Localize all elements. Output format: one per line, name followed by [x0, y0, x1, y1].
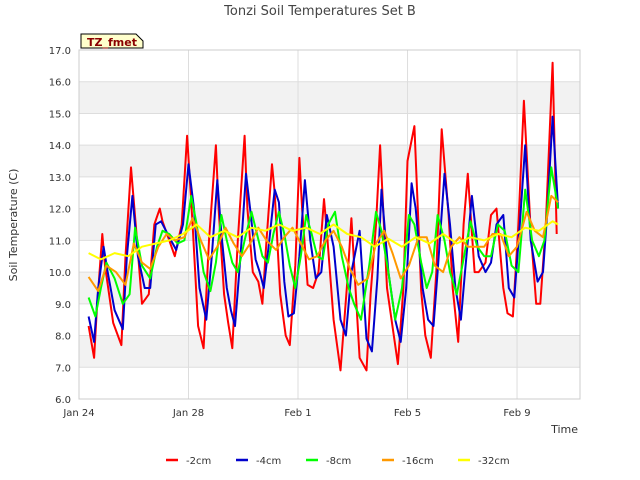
y-tick-label: 10.0 — [49, 268, 71, 279]
background-band — [79, 176, 580, 209]
y-axis: 6.0 7.0 8.0 9.0 10.0 11.0 12.0 13.0 14.0 15.0 16.0… — [49, 46, 71, 406]
x-tick-label: Jan 24 — [62, 408, 94, 419]
y-tick-label: 14.0 — [49, 141, 71, 152]
series-lines — [87, 61, 560, 372]
background-band — [79, 335, 580, 368]
legend-label: -2cm — [186, 456, 211, 467]
background-band — [79, 145, 580, 177]
series-line-neg16cm — [87, 194, 559, 293]
legend-label: -32cm — [478, 456, 510, 467]
x-axis-label: Time — [550, 423, 578, 436]
background-band — [79, 113, 580, 146]
background-band — [79, 81, 580, 114]
y-tick-label: 13.0 — [49, 173, 71, 184]
series-line-neg32cm — [88, 220, 559, 261]
x-axis: Jan 24 Jan 28 Feb 1 Feb 5 Feb 9 — [62, 408, 530, 419]
legend-label: -4cm — [256, 456, 281, 467]
y-tick-label: 6.0 — [55, 395, 71, 406]
legend-label: -8cm — [326, 456, 351, 467]
x-tick-label: Feb 9 — [503, 408, 530, 419]
badge-label: TZ_fmet — [87, 36, 137, 49]
y-tick-label: 8.0 — [55, 332, 71, 343]
x-tick-label: Jan 28 — [172, 408, 204, 419]
y-tick-label: 17.0 — [49, 46, 71, 57]
y-tick-label: 12.0 — [49, 205, 71, 216]
legend: -2cm -4cm -8cm -16cm -32cm — [166, 456, 510, 467]
y-axis-label: Soil Temperature (C) — [7, 169, 20, 282]
legend-label: -16cm — [402, 456, 434, 467]
x-tick-label: Feb 1 — [284, 408, 311, 419]
chart-title: Tonzi Soil Temperatures Set B — [223, 4, 416, 19]
background-band — [79, 50, 580, 82]
plot-area-frame — [78, 49, 581, 400]
y-tick-label: 15.0 — [49, 109, 71, 120]
background-band — [79, 367, 580, 399]
y-tick-label: 9.0 — [55, 300, 71, 311]
background-band — [79, 303, 580, 336]
y-tick-label: 11.0 — [49, 236, 71, 247]
y-tick-label: 16.0 — [49, 78, 71, 89]
x-tick-label: Feb 5 — [394, 408, 421, 419]
tz-fmet-badge: TZ_fmet — [80, 33, 144, 49]
y-tick-label: 7.0 — [55, 363, 71, 374]
